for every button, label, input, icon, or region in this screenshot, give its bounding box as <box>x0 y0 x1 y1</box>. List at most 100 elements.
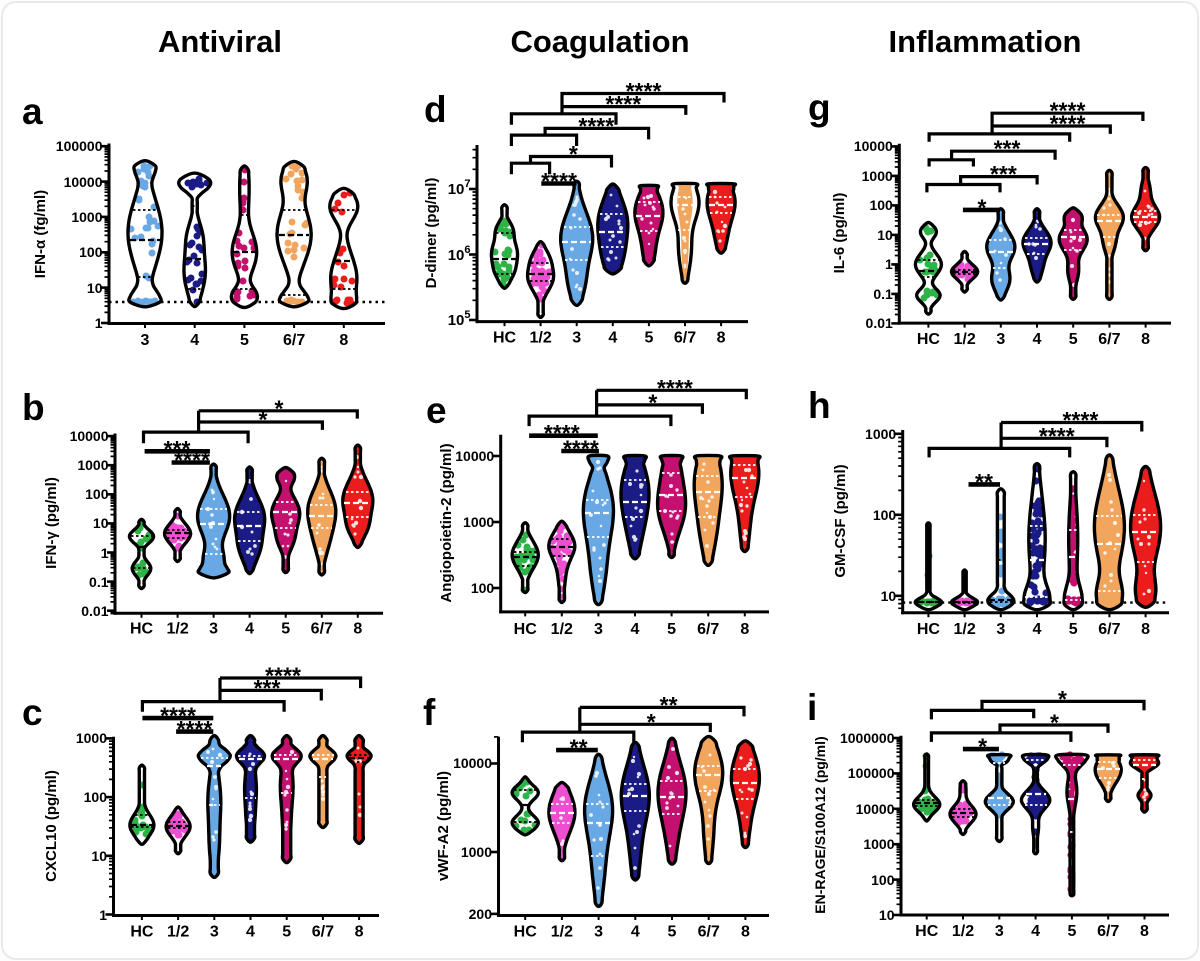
svg-text:1/2: 1/2 <box>167 924 189 941</box>
svg-text:6/7: 6/7 <box>1098 621 1120 638</box>
svg-text:****: **** <box>1050 111 1086 137</box>
svg-text:***: *** <box>164 436 191 462</box>
svg-text:10000: 10000 <box>854 138 893 154</box>
svg-text:****: **** <box>1050 98 1086 124</box>
svg-text:1000: 1000 <box>463 514 494 530</box>
svg-text:5: 5 <box>1067 923 1076 940</box>
svg-text:10: 10 <box>881 588 897 604</box>
svg-text:*: * <box>275 395 284 421</box>
svg-text:3: 3 <box>209 621 218 638</box>
svg-text:HC: HC <box>514 924 538 941</box>
svg-text:1/2: 1/2 <box>952 923 974 940</box>
svg-text:HC: HC <box>130 924 154 941</box>
svg-text:4: 4 <box>246 924 255 941</box>
svg-text:1: 1 <box>101 545 109 561</box>
svg-text:8: 8 <box>353 621 362 638</box>
svg-text:***: *** <box>994 136 1021 162</box>
svg-text:1/2: 1/2 <box>166 621 188 638</box>
svg-text:**: ** <box>660 692 678 718</box>
svg-text:100: 100 <box>471 580 495 596</box>
svg-text:d: d <box>424 89 447 130</box>
svg-text:1: 1 <box>95 315 103 331</box>
svg-text:*: * <box>1050 710 1059 736</box>
svg-text:GM-CSF (pg/ml): GM-CSF (pg/ml) <box>832 464 849 577</box>
svg-text:CXCL10 (pg/ml): CXCL10 (pg/ml) <box>43 770 60 882</box>
svg-text:1000: 1000 <box>865 426 896 442</box>
svg-text:10: 10 <box>93 515 109 531</box>
svg-text:10: 10 <box>91 848 107 864</box>
svg-text:100: 100 <box>84 789 108 805</box>
svg-text:****: **** <box>563 436 599 462</box>
svg-text:IFN-γ (pg/ml): IFN-γ (pg/ml) <box>43 477 60 569</box>
svg-text:4: 4 <box>245 621 254 638</box>
svg-text:****: **** <box>626 78 662 104</box>
svg-text:10: 10 <box>879 907 895 923</box>
svg-text:****: **** <box>265 663 301 689</box>
svg-text:10: 10 <box>87 280 103 296</box>
svg-text:g: g <box>808 87 831 128</box>
svg-text:4: 4 <box>1033 621 1042 638</box>
svg-text:*: * <box>978 734 987 760</box>
svg-text:1000: 1000 <box>862 168 893 184</box>
svg-text:3: 3 <box>996 331 1005 348</box>
svg-text:HC: HC <box>493 330 517 347</box>
svg-text:1000: 1000 <box>77 457 108 473</box>
svg-text:6/7: 6/7 <box>1098 331 1120 348</box>
svg-text:b: b <box>22 387 45 428</box>
svg-text:e: e <box>426 390 447 431</box>
svg-text:100: 100 <box>871 872 895 888</box>
svg-text:0.1: 0.1 <box>873 286 893 302</box>
svg-text:HC: HC <box>915 923 939 940</box>
svg-text:3: 3 <box>594 924 603 941</box>
svg-text:8: 8 <box>339 332 348 349</box>
svg-text:f: f <box>423 692 436 733</box>
svg-text:6/7: 6/7 <box>312 924 334 941</box>
svg-text:****: **** <box>578 113 614 139</box>
svg-text:3: 3 <box>572 330 581 347</box>
svg-text:Angiopoietin-2 (pg/ml): Angiopoietin-2 (pg/ml) <box>438 443 455 602</box>
svg-text:h: h <box>808 385 831 426</box>
svg-text:*: * <box>647 709 656 735</box>
svg-text:****: **** <box>177 716 213 742</box>
svg-text:4: 4 <box>631 621 640 638</box>
svg-text:5: 5 <box>1069 331 1078 348</box>
svg-text:8: 8 <box>717 330 726 347</box>
svg-text:IL-6 (pg/ml): IL-6 (pg/ml) <box>831 193 848 274</box>
svg-text:10000: 10000 <box>856 801 895 817</box>
svg-text:3: 3 <box>594 621 603 638</box>
svg-text:1: 1 <box>885 256 893 272</box>
svg-text:****: **** <box>174 447 210 473</box>
svg-text:5: 5 <box>282 924 291 941</box>
svg-text:*: * <box>648 389 657 415</box>
svg-text:0.1: 0.1 <box>89 574 109 590</box>
svg-text:200: 200 <box>469 906 493 922</box>
svg-text:100: 100 <box>869 197 893 213</box>
svg-text:Inflammation: Inflammation <box>889 24 1082 59</box>
svg-text:**: ** <box>975 469 993 495</box>
svg-text:3: 3 <box>995 923 1004 940</box>
svg-text:IFN-α (fg/ml): IFN-α (fg/ml) <box>32 190 49 278</box>
svg-text:6/7: 6/7 <box>311 621 333 638</box>
svg-text:vWF-A2 (pg/ml): vWF-A2 (pg/ml) <box>435 771 452 881</box>
svg-text:8: 8 <box>355 924 364 941</box>
svg-text:6/7: 6/7 <box>674 330 696 347</box>
svg-text:Antiviral: Antiviral <box>158 24 282 59</box>
svg-text:1/2: 1/2 <box>551 621 573 638</box>
svg-text:Coagulation: Coagulation <box>510 24 689 59</box>
svg-text:6/7: 6/7 <box>283 332 305 349</box>
svg-text:****: **** <box>160 703 196 729</box>
svg-text:100: 100 <box>79 244 103 260</box>
svg-text:3: 3 <box>210 924 219 941</box>
svg-text:3: 3 <box>996 621 1005 638</box>
svg-text:100000: 100000 <box>56 138 103 154</box>
svg-text:100: 100 <box>873 507 897 523</box>
svg-text:*: * <box>569 141 578 167</box>
svg-text:0.01: 0.01 <box>866 315 893 331</box>
svg-text:10000: 10000 <box>453 755 492 771</box>
svg-text:5: 5 <box>1069 621 1078 638</box>
svg-text:5: 5 <box>644 330 653 347</box>
svg-text:****: **** <box>657 375 693 401</box>
svg-text:1/2: 1/2 <box>529 330 551 347</box>
svg-text:8: 8 <box>741 924 750 941</box>
svg-text:8: 8 <box>1140 923 1149 940</box>
